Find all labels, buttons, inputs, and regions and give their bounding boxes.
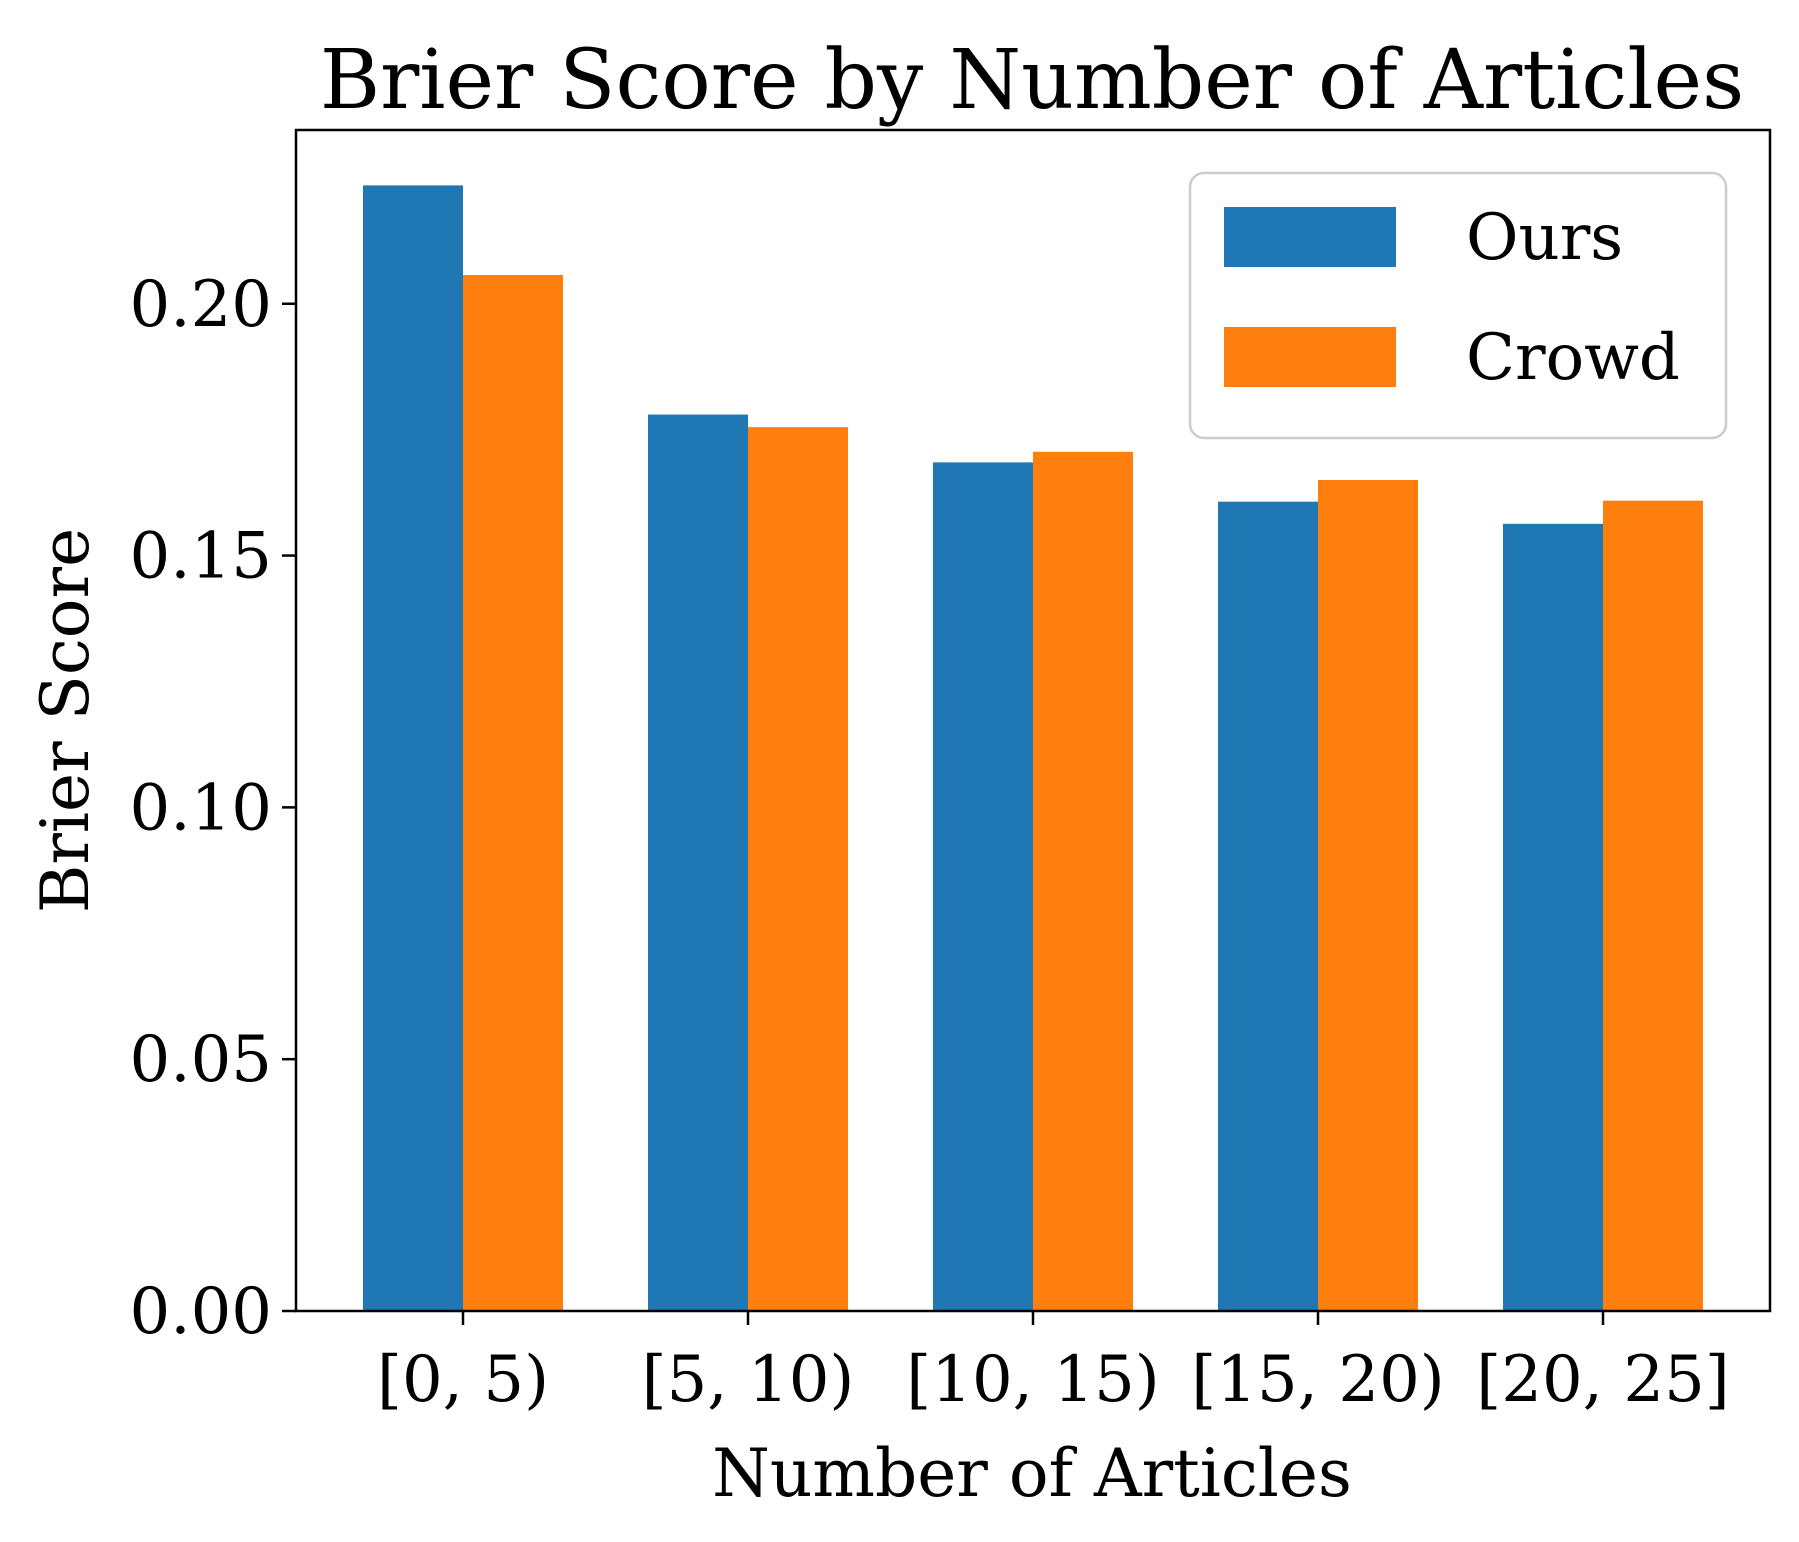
bar-crowd-1 xyxy=(748,427,848,1312)
legend-swatch-ours xyxy=(1224,207,1396,267)
x-tick-label: [10, 15) xyxy=(906,1343,1160,1417)
y-tick-label: 0.00 xyxy=(130,1275,273,1349)
y-axis: 0.00 0.05 0.10 0.15 0.20 xyxy=(130,268,296,1349)
bars-group xyxy=(363,185,1703,1312)
bar-ours-1 xyxy=(648,414,748,1311)
bar-crowd-4 xyxy=(1603,500,1703,1311)
bar-crowd-3 xyxy=(1318,480,1418,1312)
bar-crowd-2 xyxy=(1033,451,1133,1312)
x-tick-label: [15, 20) xyxy=(1191,1343,1445,1417)
y-axis-label: Brier Score xyxy=(27,528,104,913)
x-axis-label: Number of Articles xyxy=(712,1435,1352,1512)
chart-title: Brier Score by Number of Articles xyxy=(320,33,1744,128)
bar-ours-2 xyxy=(933,462,1033,1311)
x-tick-label: [0, 5) xyxy=(377,1343,549,1417)
bar-crowd-0 xyxy=(463,275,563,1311)
y-tick-label: 0.20 xyxy=(130,268,273,342)
bar-ours-4 xyxy=(1503,523,1603,1311)
x-axis: [0, 5) [5, 10) [10, 15) [15, 20) [20, 25] xyxy=(377,1311,1730,1417)
x-tick-label: [5, 10) xyxy=(642,1343,855,1417)
x-tick-label: [20, 25] xyxy=(1476,1343,1730,1417)
legend: Ours Crowd xyxy=(1188,171,1728,440)
legend-label-ours: Ours xyxy=(1466,201,1623,275)
y-tick-label: 0.05 xyxy=(130,1023,273,1097)
legend-label-crowd: Crowd xyxy=(1466,321,1680,395)
legend-swatch-crowd xyxy=(1224,327,1396,387)
bar-ours-3 xyxy=(1218,501,1318,1311)
y-tick-label: 0.15 xyxy=(130,520,273,594)
y-tick-label: 0.10 xyxy=(130,771,273,845)
bar-ours-0 xyxy=(363,185,463,1312)
